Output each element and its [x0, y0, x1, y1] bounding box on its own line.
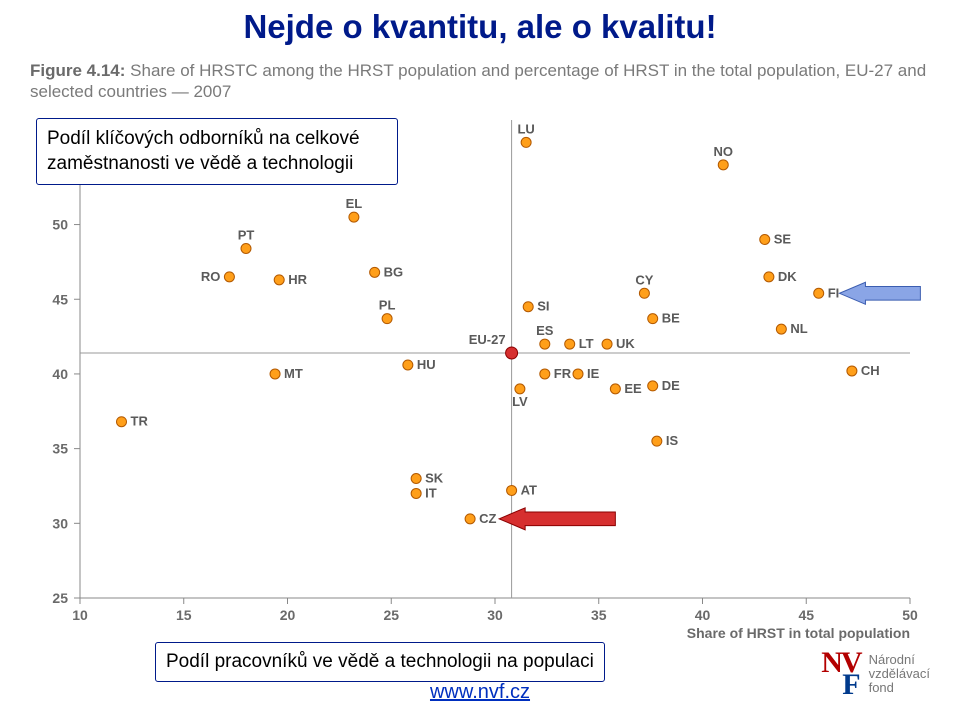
svg-text:CZ: CZ	[479, 511, 496, 526]
svg-text:FR: FR	[554, 366, 572, 381]
x-axis-label-box: Podíl pracovníků ve vědě a technologii n…	[155, 642, 605, 682]
svg-text:PL: PL	[379, 298, 396, 313]
svg-text:FI: FI	[828, 285, 840, 300]
slide: Nejde o kvantitu, ale o kvalitu! Figure …	[0, 0, 960, 716]
svg-text:40: 40	[695, 607, 711, 623]
nvf-logo-mark: NV F	[821, 652, 860, 697]
svg-text:UK: UK	[616, 336, 635, 351]
svg-text:35: 35	[52, 441, 68, 457]
svg-text:IT: IT	[425, 485, 437, 500]
svg-text:40: 40	[52, 366, 68, 382]
svg-text:45: 45	[52, 291, 68, 307]
svg-text:DE: DE	[662, 378, 680, 393]
nvf-logo: NV F Národní vzdělávací fond	[821, 646, 930, 702]
svg-text:AT: AT	[521, 482, 537, 497]
figure-caption-text: Share of HRSTC among the HRST population…	[30, 61, 926, 101]
svg-text:LT: LT	[579, 336, 594, 351]
svg-text:LV: LV	[512, 394, 528, 409]
svg-text:IS: IS	[666, 433, 679, 448]
svg-text:20: 20	[280, 607, 296, 623]
y-axis-label-box: Podíl klíčových odborníků na celkové zam…	[36, 118, 398, 185]
svg-text:CY: CY	[635, 272, 653, 287]
svg-text:50: 50	[52, 217, 68, 233]
logo-line3: fond	[869, 681, 930, 695]
svg-text:30: 30	[52, 515, 68, 531]
logo-line1: Národní	[869, 653, 930, 667]
svg-text:30: 30	[487, 607, 503, 623]
svg-text:EL: EL	[346, 196, 363, 211]
svg-text:NL: NL	[790, 321, 807, 336]
svg-text:15: 15	[176, 607, 192, 623]
logo-line2: vzdělávací	[869, 667, 930, 681]
chart-svg: 10 15 20 25 30 35 40 45 50 25 30 35 40 45 50 Share of H…	[30, 112, 930, 648]
svg-text:NO: NO	[714, 144, 734, 159]
svg-text:RO: RO	[201, 269, 221, 284]
svg-text:Share of HRST in total populat: Share of HRST in total population	[687, 625, 910, 641]
svg-text:SE: SE	[774, 232, 792, 247]
svg-text:EE: EE	[624, 381, 642, 396]
svg-text:IE: IE	[587, 366, 600, 381]
svg-text:10: 10	[72, 607, 88, 623]
svg-text:EU-27: EU-27	[469, 332, 506, 347]
svg-text:MT: MT	[284, 366, 303, 381]
svg-text:PT: PT	[238, 227, 255, 242]
svg-text:45: 45	[798, 607, 814, 623]
svg-text:BE: BE	[662, 311, 680, 326]
svg-text:SI: SI	[537, 299, 549, 314]
svg-text:35: 35	[591, 607, 607, 623]
nvf-logo-text: Národní vzdělávací fond	[869, 653, 930, 696]
svg-text:TR: TR	[131, 414, 149, 429]
slide-title: Nejde o kvantitu, ale o kvalitu!	[0, 8, 960, 46]
footer-url[interactable]: www.nvf.cz	[0, 681, 960, 704]
svg-text:50: 50	[902, 607, 918, 623]
svg-text:HR: HR	[288, 272, 307, 287]
figure-caption: Figure 4.14: Share of HRSTC among the HR…	[30, 60, 930, 103]
svg-text:25: 25	[52, 590, 68, 606]
svg-text:CH: CH	[861, 363, 880, 378]
svg-text:DK: DK	[778, 269, 797, 284]
scatter-chart: 10 15 20 25 30 35 40 45 50 25 30 35 40 45 50 Share of H…	[30, 112, 930, 648]
svg-text:BG: BG	[384, 264, 404, 279]
svg-text:SK: SK	[425, 471, 444, 486]
svg-text:LU: LU	[517, 121, 534, 136]
figure-number: Figure 4.14:	[30, 61, 125, 80]
svg-text:25: 25	[383, 607, 399, 623]
svg-text:HU: HU	[417, 357, 436, 372]
svg-text:ES: ES	[536, 323, 554, 338]
